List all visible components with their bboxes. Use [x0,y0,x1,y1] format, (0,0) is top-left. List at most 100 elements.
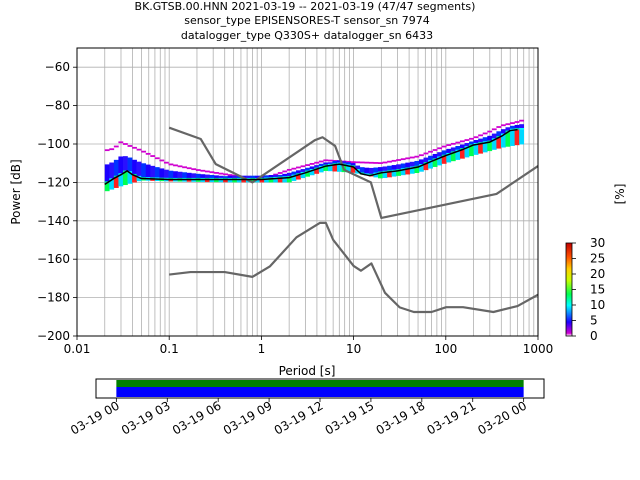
psd-cell [414,165,420,168]
psd-cell [132,175,137,183]
psd-cell [200,179,206,182]
psd-cell [514,129,520,146]
psd-cell [173,164,178,167]
psd-cell [437,152,443,159]
psd-cell [377,173,383,179]
psd-cell [332,159,338,162]
psd-cell [464,143,470,148]
psd-cell [391,165,397,172]
colorbar-tick-label: 20 [590,267,605,281]
psd-cell [104,164,110,183]
psd-cell [350,165,356,167]
psd-cell [355,170,361,174]
psd-cell [519,124,525,130]
psd-cell [318,160,324,163]
psd-cell [223,176,229,180]
psd-cell [150,178,156,181]
psd-cell [109,162,115,180]
psd-cell [273,174,279,179]
psd-cell [309,166,315,171]
y-tick-label: −160 [37,252,70,266]
psd-cell [182,177,188,180]
psd-cell [195,177,201,180]
psd-plot-area: 0.01 0.1 1 10 100 1000 −200 −180 −160 −140 −120 −1… [37,47,554,356]
psd-cell [173,171,178,180]
psd-cell [177,177,183,180]
psd-cell [200,177,206,180]
psd-cell [227,174,233,176]
psd-cell [391,169,397,172]
psd-cell [441,156,447,164]
psd-cell [132,159,137,176]
psd-cell [154,157,160,160]
psd-cell [332,160,338,165]
psd-cell [186,177,192,180]
x-tick-label: 1000 [523,342,554,356]
psd-cell [104,149,110,152]
psd-cell [113,145,119,148]
psd-cell [259,177,265,180]
psd-cell [305,172,310,177]
psd-cell [118,156,124,175]
psd-cell [514,124,520,130]
psd-cell [159,177,165,180]
psd-cell [291,171,297,177]
psd-cell [469,137,474,140]
psd-cell [396,169,402,171]
psd-cell [300,169,306,174]
timeline-tick-label: 03-19 09 [221,398,275,437]
psd-cell [159,179,165,182]
psd-cell [400,163,406,170]
psd-cell [491,133,497,140]
psd-cell [300,165,306,168]
psd-cell [154,177,160,180]
psd-cell [418,154,424,157]
psd-cell [450,147,456,153]
psd-cell [396,164,402,171]
psd-cell [364,161,370,164]
psd-cell [136,175,142,178]
psd-cell [337,160,342,165]
psd-cell [487,135,493,143]
psd-cell [154,179,160,182]
psd-cell [145,152,151,155]
psd-cell [519,128,525,130]
psd-cell [250,175,256,180]
psd-cell [364,173,370,175]
psd-cell [346,162,351,166]
psd-cell [405,167,411,170]
psd-cell [200,174,206,180]
psd-cell [510,128,515,131]
psd-cell [510,122,515,124]
psd-cell [204,179,210,183]
psd-cell [432,149,438,151]
psd-cell [478,134,484,137]
timeline-tick-label: 03-20 00 [475,398,529,437]
psd-cell [437,147,443,150]
chart-title-line-3: datalogger_type Q330S+ datalogger_sn 643… [181,29,433,42]
psd-cell [223,177,229,180]
psd-cell [409,166,415,169]
psd-cell [387,170,392,172]
psd-cell [300,173,306,179]
psd-cell [109,148,115,151]
psd-cell [309,162,315,165]
psd-cell [500,135,506,148]
psd-cell [241,179,247,183]
psd-cell [182,179,188,182]
y-tick-label: −100 [37,137,70,151]
psd-cell [259,175,265,180]
psd-cell [396,159,402,161]
psd-cell [122,143,128,145]
psd-cell [277,172,283,174]
psd-cell [359,172,365,175]
psd-cell [418,165,424,172]
y-tick-label: −180 [37,291,70,305]
psd-cell [318,167,324,173]
psd-cell [186,172,192,180]
psd-cell [323,166,329,171]
psd-cell [455,141,461,144]
y-tick-label: −140 [37,214,70,228]
